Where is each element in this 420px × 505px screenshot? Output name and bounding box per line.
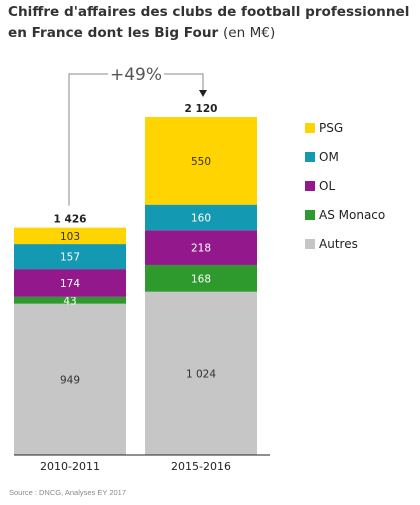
x-axis-labels: 2010-2011 2015-2016 (40, 460, 231, 473)
chart-title: Chiffre d'affaires des clubs de football… (8, 2, 416, 44)
legend-swatch-as-monaco (305, 210, 315, 220)
chart-title-unit: (en M€) (222, 25, 276, 41)
bar-segment-psg-2010-2011 (14, 227, 126, 245)
legend-label-psg: PSG (319, 121, 343, 135)
data-label-as-monaco-2015-2016: 168 (191, 273, 211, 285)
growth-label: +49% (110, 65, 162, 85)
data-label-psg-2010-2011: 103 (60, 231, 80, 243)
bar-segment-as-monaco-2010-2011 (14, 296, 126, 304)
data-label-autres-2015-2016: 1 024 (186, 368, 216, 380)
source-note: Source : DNCG, Analyses EY 2017 (9, 488, 127, 497)
bar-total-2015-2016: 2 120 (185, 103, 218, 115)
growth-connector-right (164, 73, 204, 90)
growth-arrowhead (199, 90, 207, 97)
legend-label-om: OM (319, 150, 339, 164)
data-label-ol-2015-2016: 218 (191, 243, 211, 255)
data-label-autres-2010-2011: 949 (60, 374, 80, 386)
legend-label-autres: Autres (319, 237, 358, 251)
legend-label-as-monaco: AS Monaco (319, 208, 385, 222)
legend: PSG OM OL AS Monaco Autres (305, 121, 385, 251)
bar-segment-om-2010-2011 (14, 244, 126, 270)
bar-segment-ol-2015-2016 (145, 230, 257, 265)
legend-label-ol: OL (319, 179, 335, 193)
chart-title-line2: en France dont les Big Four (8, 25, 219, 41)
growth-annotation: +49% (68, 65, 207, 206)
bars: 949 43 174 157 103 1 426 1 024 168 218 160 550 2 12… (14, 103, 257, 455)
legend-swatch-om (305, 152, 315, 162)
bar-segment-psg-2015-2016 (145, 117, 257, 205)
growth-connector-left (68, 73, 108, 206)
data-label-om-2015-2016: 160 (191, 212, 211, 224)
bar-segment-ol-2010-2011 (14, 269, 126, 297)
legend-swatch-psg (305, 123, 315, 133)
chart-title-line1: Chiffre d'affaires des clubs de football… (8, 4, 410, 20)
legend-swatch-ol (305, 181, 315, 191)
bar-total-2010-2011: 1 426 (54, 214, 87, 226)
bar-segment-om-2015-2016 (145, 204, 257, 231)
data-label-ol-2010-2011: 174 (60, 278, 80, 290)
x-tick-label-2015-2016: 2015-2016 (171, 460, 231, 473)
bar-segment-autres-2015-2016 (145, 291, 257, 455)
legend-swatch-autres (305, 239, 315, 249)
bar-segment-autres-2010-2011 (14, 303, 126, 455)
data-label-as-monaco-2010-2011: 43 (63, 295, 76, 307)
bar-segment-as-monaco-2015-2016 (145, 264, 257, 292)
data-label-om-2010-2011: 157 (60, 252, 80, 264)
data-label-psg-2015-2016: 550 (191, 156, 211, 168)
x-tick-label-2010-2011: 2010-2011 (40, 460, 100, 473)
